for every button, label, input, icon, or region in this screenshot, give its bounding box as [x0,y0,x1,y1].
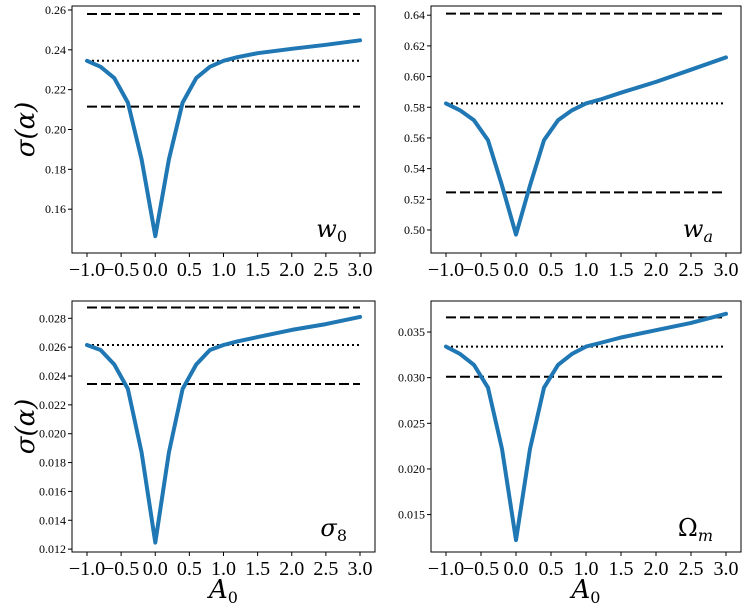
x-tick-label: 1.0 [211,558,236,580]
series-line [85,314,362,545]
chart-panel: 0.015 0.020 0.025 0.030 0.035 −1.0−0.5 0.0 0.5 1… [398,300,742,607]
y-tick-label: 0.018 [39,456,66,470]
x-tick-label: −0.5 [463,259,499,281]
y-tick-label: 0.26 [45,3,66,17]
x-tick-label: 1.0 [574,558,599,580]
y-tick-label: 0.030 [398,371,425,385]
chart-panel: 0.50 0.52 0.54 0.56 0.58 0.60 0.62 0.64 −1.0−0.5… [404,5,742,281]
parameter-label: σ8 [320,514,347,545]
y-tick-label: 0.016 [39,484,66,498]
x-tick-label: 3.0 [348,558,373,580]
x-axis-label: A0 [207,575,238,607]
x-tick-label: −1.0 [69,558,105,580]
x-tick-label: 3.0 [348,259,373,281]
y-tick-label: 0.16 [45,202,66,216]
y-tick-label: 0.58 [404,100,425,114]
series-line [444,311,728,543]
x-tick-label: 0.0 [143,558,168,580]
y-tick-label: 0.18 [45,162,66,176]
y-tick-label: 0.22 [45,83,66,97]
y-tick-label: 0.62 [404,39,425,53]
y-tick-label: 0.012 [39,542,66,556]
y-tick-label: 0.035 [398,325,425,339]
y-tick-label: 0.64 [404,8,425,22]
x-tick-label: −0.5 [103,259,139,281]
y-tick-label: 0.015 [398,508,425,522]
x-tick-label: 2.0 [644,558,669,580]
x-tick-label: 2.5 [313,259,338,281]
y-tick-label: 0.024 [39,369,66,383]
x-tick-label: 0.5 [177,259,202,281]
y-tick-label: 0.022 [39,398,66,412]
x-tick-label: 1.5 [609,259,634,281]
x-tick-label: 0.5 [539,558,564,580]
y-tick-label: 0.020 [39,427,66,441]
x-axis-label: A0 [570,575,601,607]
y-tick-label: 0.50 [404,223,425,237]
x-tick-label: 1.5 [609,558,634,580]
y-tick-label: 0.56 [404,131,425,145]
y-tick-label: 0.014 [39,513,66,527]
parameter-label: wa [683,215,713,246]
parameter-label: w0 [316,215,347,246]
y-tick-label: 0.52 [404,192,425,206]
x-tick-label: 2.5 [679,558,704,580]
y-tick-label: 0.020 [398,462,425,476]
x-tick-label: 1.0 [574,259,599,281]
x-tick-label: 0.5 [177,558,202,580]
x-tick-label: 3.0 [714,259,739,281]
y-axis-label: σ(α) [11,102,41,158]
y-tick-label: 0.24 [45,43,66,57]
x-tick-label: 2.0 [279,558,304,580]
y-tick-label: 0.028 [39,311,66,325]
x-tick-label: 2.0 [644,259,669,281]
parameter-label: Ωm [678,514,713,545]
chart-panel: 0.012 0.014 0.016 0.018 0.020 0.022 0.024 0.026… [11,300,376,607]
y-tick-label: 0.54 [404,162,425,176]
x-tick-label: 2.0 [279,259,304,281]
x-tick-label: 0.0 [143,259,168,281]
x-tick-label: 2.5 [679,259,704,281]
chart-panel: 0.16 0.18 0.20 0.22 0.24 0.26 −1.0−0.5 0.0 0.5 1.… [11,3,376,281]
x-tick-label: 0.0 [504,259,529,281]
x-tick-label: 1.5 [245,558,270,580]
x-tick-label: −1.0 [69,259,105,281]
x-tick-label: −0.5 [103,558,139,580]
y-tick-label: 0.20 [45,123,66,137]
x-tick-label: 1.0 [211,259,236,281]
series-line [444,55,728,237]
series-line [85,38,362,239]
y-tick-label: 0.026 [39,340,66,354]
y-tick-label: 0.60 [404,70,425,84]
x-tick-label: 1.5 [245,259,270,281]
y-tick-label: 0.025 [398,416,425,430]
x-tick-label: 0.0 [504,558,529,580]
x-tick-label: 2.5 [313,558,338,580]
x-tick-label: 3.0 [714,558,739,580]
x-tick-label: −1.0 [428,259,464,281]
x-tick-label: −0.5 [463,558,499,580]
x-tick-label: 0.5 [539,259,564,281]
y-axis-label: σ(α) [11,399,41,455]
x-tick-label: −1.0 [428,558,464,580]
